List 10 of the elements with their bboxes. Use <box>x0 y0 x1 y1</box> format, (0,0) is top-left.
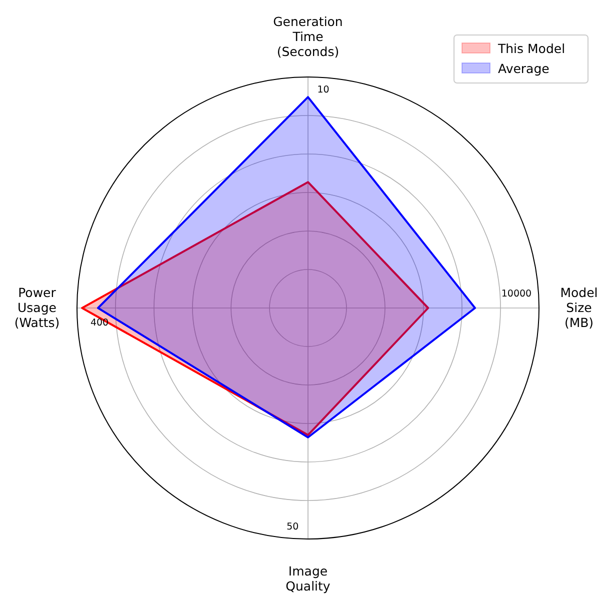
text: 10000 <box>501 288 532 300</box>
text: 400 <box>90 318 109 329</box>
spoke-label: Generation Time (Seconds) <box>273 14 343 59</box>
legend-label: This Model <box>497 41 566 56</box>
spoke-label: Power Usage (Watts) <box>14 285 60 330</box>
text: 50 <box>286 521 299 532</box>
text: 10 <box>317 84 330 96</box>
spoke-label: Model Size (MB) <box>560 285 598 330</box>
legend-label: Average <box>498 61 550 76</box>
spoke-label: Image Quality <box>286 564 331 594</box>
